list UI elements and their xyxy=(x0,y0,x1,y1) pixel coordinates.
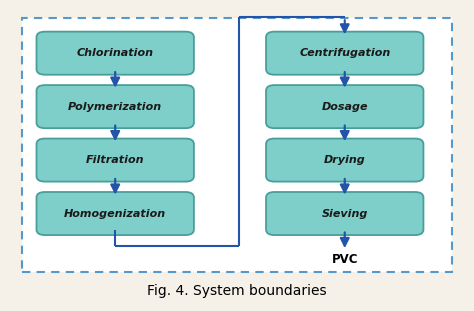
Text: Sieving: Sieving xyxy=(321,209,368,219)
Text: Filtration: Filtration xyxy=(86,155,145,165)
Text: Fig. 4. System boundaries: Fig. 4. System boundaries xyxy=(147,285,327,299)
Text: Homogenization: Homogenization xyxy=(64,209,166,219)
FancyBboxPatch shape xyxy=(36,192,194,235)
FancyBboxPatch shape xyxy=(266,85,423,128)
Text: Chlorination: Chlorination xyxy=(77,48,154,58)
FancyBboxPatch shape xyxy=(36,32,194,75)
Text: Drying: Drying xyxy=(324,155,365,165)
Text: Dosage: Dosage xyxy=(321,102,368,112)
Bar xyxy=(21,18,453,272)
FancyBboxPatch shape xyxy=(36,85,194,128)
FancyBboxPatch shape xyxy=(266,32,423,75)
FancyBboxPatch shape xyxy=(266,138,423,182)
FancyBboxPatch shape xyxy=(266,192,423,235)
Text: Polymerization: Polymerization xyxy=(68,102,162,112)
Text: PVC: PVC xyxy=(331,253,358,266)
FancyBboxPatch shape xyxy=(36,138,194,182)
Text: Centrifugation: Centrifugation xyxy=(299,48,391,58)
